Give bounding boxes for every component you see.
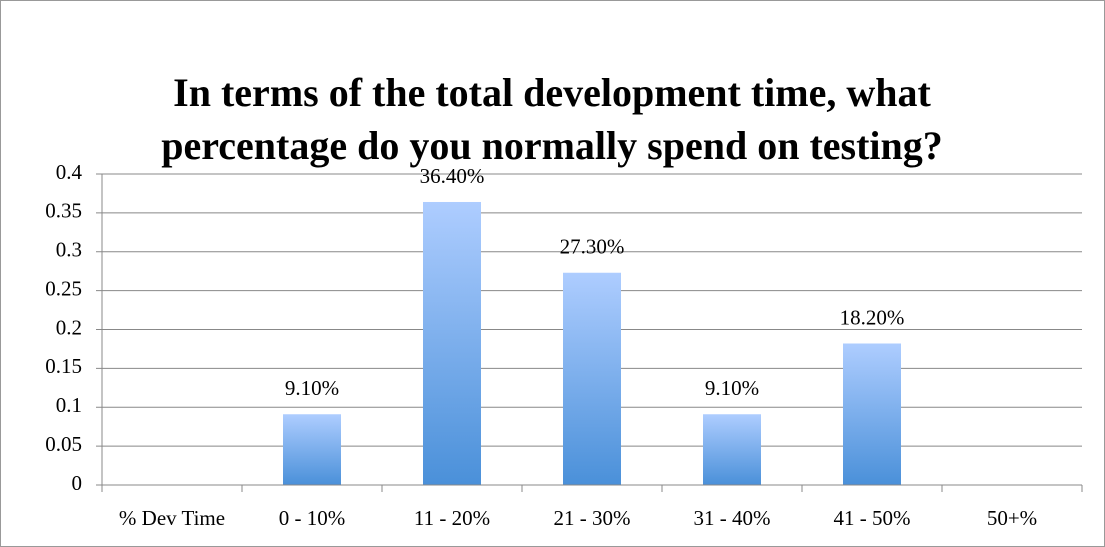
x-tick-label: % Dev Time [119,506,225,530]
bar [843,343,901,485]
x-tick-label: 41 - 50% [834,506,911,530]
x-tick-label: 21 - 30% [554,506,631,530]
bar [563,272,621,485]
bar [423,201,481,486]
x-tick-label: 0 - 10% [279,506,346,530]
data-label: 36.40% [420,164,485,188]
bar [703,414,761,485]
data-label: 9.10% [285,376,339,400]
x-tick-label: 31 - 40% [694,506,771,530]
y-tick-label: 0.4 [56,160,83,184]
data-label: 9.10% [705,376,759,400]
x-tick-label: 11 - 20% [414,506,490,530]
chart-title: percentage do you normally spend on test… [161,123,943,168]
y-tick-label: 0.3 [56,238,82,262]
y-tick-label: 0.15 [45,354,82,378]
y-tick-label: 0.05 [45,432,82,456]
bar [283,414,341,485]
y-tick-label: 0.2 [56,315,82,339]
y-tick-label: 0 [72,471,83,495]
y-tick-label: 0.35 [45,199,82,223]
y-tick-label: 0.1 [56,393,82,417]
y-tick-label: 0.25 [45,276,82,300]
data-label: 18.20% [840,305,905,329]
chart-title: In terms of the total development time, … [173,70,931,115]
x-tick-label: 50+% [987,506,1037,530]
data-label: 27.30% [560,235,625,259]
